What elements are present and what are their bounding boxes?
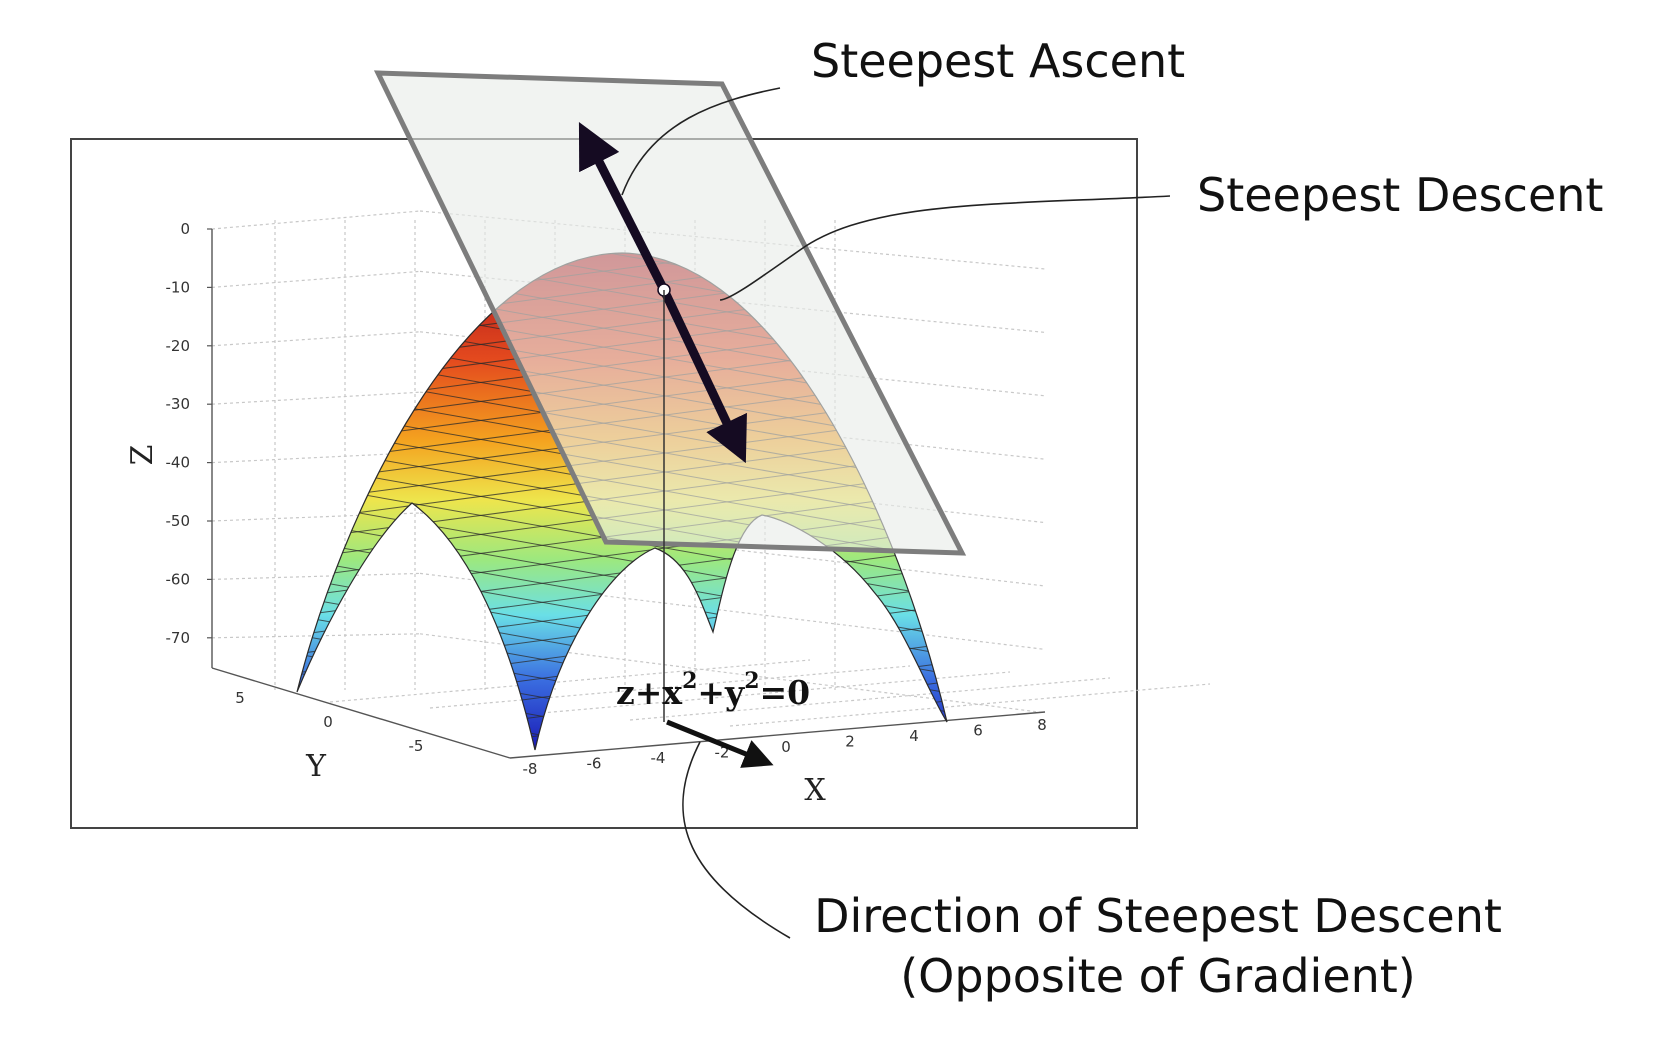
x-tick-label: 6 — [973, 722, 983, 740]
z-axis-ticks: 0 -10 -20 -30 -40 -50 -60 -70 — [166, 220, 212, 647]
y-tick-label: 5 — [235, 689, 245, 707]
direction-leader-line — [682, 741, 791, 939]
surface-equation: z+x2+y2=0 — [616, 668, 810, 712]
x-tick-label: -4 — [651, 749, 666, 767]
x-tick-label: -8 — [523, 760, 538, 778]
x-tick-label: 4 — [909, 727, 919, 745]
z-tick-label: -20 — [166, 337, 191, 355]
z-tick-label: -30 — [166, 395, 191, 413]
z-tick-label: -40 — [166, 454, 191, 472]
z-tick-label: -50 — [166, 512, 191, 530]
z-tick-label: 0 — [180, 220, 190, 238]
z-tick-label: -10 — [166, 278, 191, 296]
x-tick-label: -6 — [587, 755, 602, 773]
direction-arrow — [666, 719, 774, 768]
z-tick-label: -70 — [166, 629, 191, 647]
y-tick-label: 0 — [323, 713, 333, 731]
steepest-descent-label: Steepest Descent — [1197, 168, 1603, 222]
direction-label-line2: (Opposite of Gradient) — [900, 949, 1416, 1003]
x-tick-label: 0 — [781, 738, 791, 756]
steepest-descent-arrow — [659, 288, 747, 464]
y-axis-ticks: 5 0 -5 — [235, 689, 423, 755]
plot-axes: 0 -10 -20 -30 -40 -50 -60 -70 -8 -6 -4 -2 0 2 4 6 8 5 0 -… — [125, 220, 1047, 808]
x-tick-label: 2 — [845, 733, 855, 751]
direction-label-line1: Direction of Steepest Descent — [814, 889, 1502, 943]
z-axis-label: Z — [125, 445, 160, 466]
x-axis-label: X — [804, 773, 826, 808]
y-tick-label: -5 — [409, 737, 424, 755]
steepest-ascent-arrow — [578, 121, 669, 293]
x-tick-label: 8 — [1037, 716, 1047, 734]
ascent-leader-line — [621, 87, 781, 196]
y-axis-label: Y — [305, 749, 327, 784]
steepest-ascent-label: Steepest Ascent — [811, 34, 1185, 88]
z-tick-label: -60 — [166, 570, 191, 588]
descent-leader-line — [719, 195, 1171, 301]
